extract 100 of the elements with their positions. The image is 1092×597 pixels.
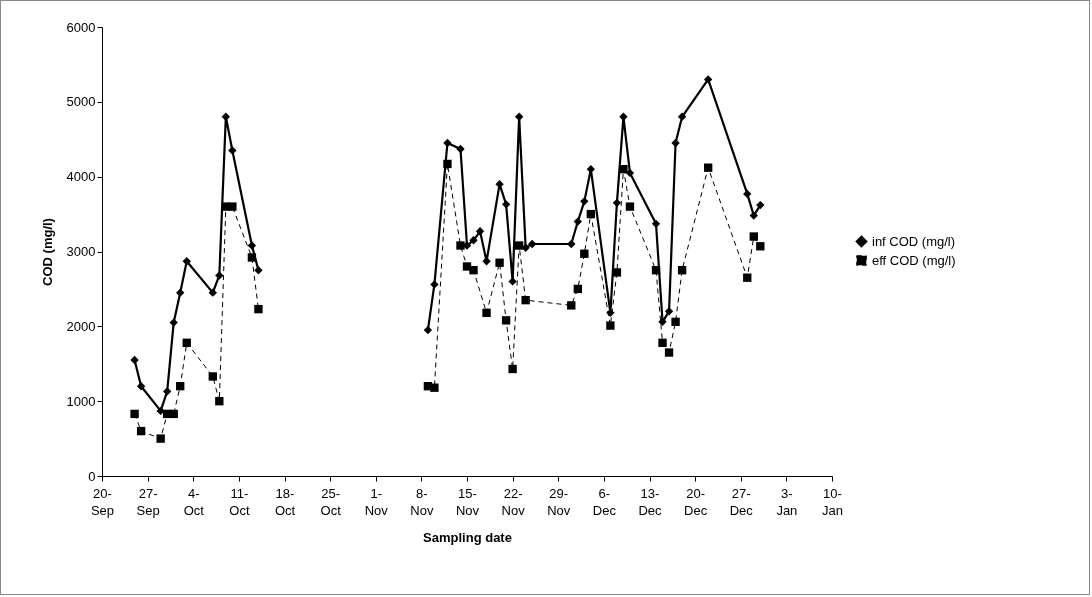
point: [443, 138, 452, 148]
point: [508, 277, 517, 286]
point: [703, 75, 713, 84]
point: [677, 266, 687, 275]
point: [136, 426, 146, 436]
point: [169, 318, 178, 327]
y-tick-label: 2000: [66, 318, 96, 334]
point: [671, 138, 680, 148]
point: [514, 112, 524, 121]
point: [521, 295, 530, 305]
point: [749, 232, 758, 241]
point: [743, 273, 752, 282]
point: [215, 396, 224, 406]
x-tick-label: 27- Dec: [729, 485, 754, 518]
x-tick-label: 3- Jan: [776, 485, 798, 518]
point: [528, 239, 537, 249]
point: [130, 409, 139, 419]
x-tick-label: 29- Nov: [547, 485, 571, 518]
point: [567, 301, 576, 310]
point: [606, 321, 615, 330]
point: [508, 364, 517, 374]
point: [228, 202, 237, 211]
point: [677, 112, 687, 121]
point: [586, 209, 596, 219]
point: [658, 338, 667, 347]
x-tick-label: 27- Sep: [136, 485, 160, 518]
point: [208, 372, 217, 381]
point: [664, 348, 674, 357]
y-tick-label: 0: [88, 468, 96, 484]
x-tick-label: 18- Oct: [274, 485, 296, 518]
point: [254, 304, 263, 314]
point: [182, 257, 191, 266]
point: [176, 382, 185, 391]
point: [228, 146, 237, 155]
point: [612, 268, 622, 277]
point: [567, 239, 576, 249]
point: [215, 271, 224, 280]
point: [743, 189, 752, 199]
x-tick-label: 11- Oct: [229, 485, 250, 518]
point: [176, 288, 185, 297]
point: [625, 202, 635, 211]
point: [182, 338, 191, 347]
point: [658, 317, 667, 327]
x-tick-label: 6- Dec: [592, 485, 617, 518]
x-tick-label: 15- Nov: [455, 485, 480, 518]
point: [221, 112, 231, 121]
point: [469, 236, 478, 245]
y-tick-label: 3000: [66, 244, 96, 259]
x-tick-label: 8- Nov: [410, 485, 434, 518]
x-tick-label: 20- Dec: [684, 485, 708, 518]
point: [495, 258, 504, 267]
point: [430, 280, 439, 289]
point: [169, 409, 178, 419]
point: [208, 288, 217, 297]
point: [612, 198, 622, 208]
y-tick-label: 1000: [66, 393, 96, 409]
point: [625, 168, 635, 178]
x-tick-label: 4- Oct: [183, 485, 205, 518]
point: [573, 217, 582, 226]
legend-label: inf COD (mg/l): [872, 233, 956, 249]
point: [619, 165, 628, 174]
x-tick-label: 22- Nov: [501, 485, 526, 518]
point: [247, 253, 257, 262]
point: [651, 219, 661, 228]
point: [482, 257, 491, 266]
point: [664, 307, 674, 316]
point: [456, 241, 465, 250]
point: [130, 355, 139, 365]
x-tick-label: 25- Oct: [320, 485, 342, 518]
point: [514, 241, 524, 250]
point: [469, 266, 478, 275]
y-tick-label: 6000: [66, 19, 96, 35]
point: [651, 266, 661, 275]
x-tick-label: 20- Sep: [90, 485, 115, 518]
point: [703, 163, 713, 172]
point: [619, 112, 628, 121]
x-tick-label: 1- Nov: [364, 485, 389, 518]
x-tick-label: 10- Jan: [822, 485, 843, 518]
point: [423, 325, 433, 335]
point: [501, 200, 511, 209]
point: [671, 317, 680, 327]
point: [580, 197, 589, 206]
y-tick-label: 4000: [66, 169, 96, 185]
point: [456, 144, 465, 154]
legend-label: eff COD (mg/l): [872, 252, 956, 268]
point: [443, 159, 452, 169]
point: [756, 242, 765, 251]
point: [156, 434, 165, 443]
point: [580, 249, 589, 258]
point: [475, 227, 485, 236]
point: [573, 284, 582, 294]
point: [247, 241, 257, 250]
point: [136, 382, 146, 391]
point: [163, 387, 172, 396]
x-axis-title: Sampling date: [423, 529, 512, 545]
y-tick-label: 5000: [66, 94, 96, 110]
point: [606, 308, 615, 318]
point: [501, 316, 511, 325]
point: [749, 211, 758, 220]
x-tick-label: 13- Dec: [638, 485, 663, 518]
